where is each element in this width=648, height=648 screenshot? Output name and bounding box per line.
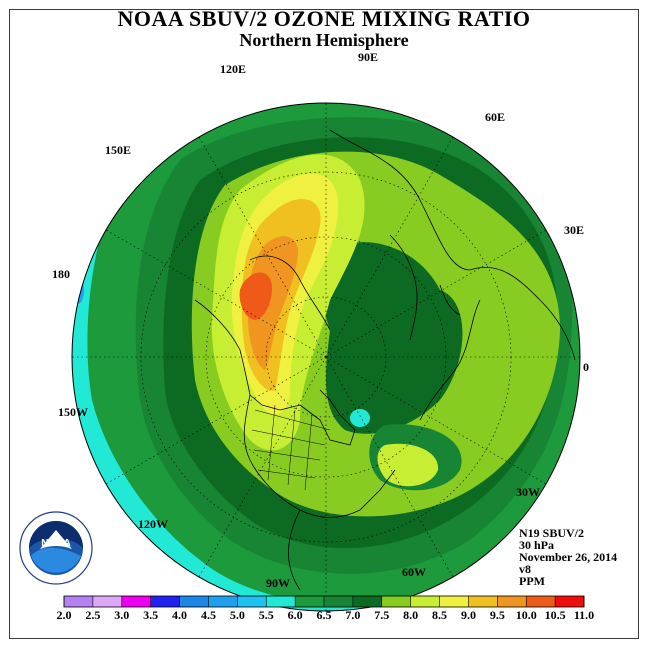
color-bar-segment — [237, 596, 267, 607]
lon-label-150e: 150E — [105, 143, 132, 157]
lon-label-60e: 60E — [485, 110, 506, 124]
color-bar-segment — [381, 596, 411, 607]
spot-cyan-sw — [350, 409, 370, 427]
date-label: November 26, 2014 — [519, 550, 618, 564]
lon-label-90e: 90E — [358, 50, 379, 64]
color-bar-segment — [179, 596, 209, 607]
pool-atlantic — [320, 242, 463, 434]
color-bar-tick-label: 3.5 — [143, 608, 159, 622]
lon-label-150w: 150W — [58, 405, 88, 419]
figure-border — [9, 9, 639, 639]
lon-label-30e: 30E — [564, 223, 585, 237]
version-label: v8 — [519, 562, 531, 576]
logo-text: NOAA — [41, 538, 70, 549]
color-bar-tick-label: 11.0 — [573, 608, 595, 622]
color-bar-tick-label: 10.5 — [544, 608, 566, 622]
color-bar-segment — [526, 596, 556, 607]
lon-label-0: 0 — [583, 360, 589, 374]
color-bar-tick-label: 2.5 — [85, 608, 101, 622]
color-bar-tick-label: 10.0 — [515, 608, 537, 622]
spot-cyan-n — [385, 80, 435, 100]
color-bar-tick-label: 9.0 — [460, 608, 476, 622]
color-bar-segment — [295, 596, 325, 607]
color-bar-tick-label: 7.5 — [374, 608, 390, 622]
color-bar-segment — [150, 596, 180, 607]
color-bar-segment — [352, 596, 383, 607]
color-bar — [63, 595, 585, 608]
graticule — [72, 103, 580, 611]
map-outline — [71, 102, 581, 612]
color-bar-tick-label: 8.0 — [403, 608, 419, 622]
lon-label-180: 180 — [52, 267, 70, 281]
ozone-field — [72, 80, 580, 611]
color-bar-tick-label: 6.0 — [287, 608, 303, 622]
color-bar-tick-label: 5.5 — [258, 608, 274, 622]
color-bar-segment — [324, 596, 354, 607]
units-label: PPM — [519, 574, 545, 588]
state-boundaries — [251, 404, 331, 491]
color-bar-tick-label: 8.5 — [432, 608, 448, 622]
band-10-0 — [239, 272, 272, 320]
lon-label-90w: 90W — [266, 576, 290, 590]
lon-label-60w: 60W — [402, 565, 426, 579]
lon-label-30w: 30W — [516, 485, 540, 499]
instrument-label: N19 SBUV/2 — [519, 526, 585, 540]
plot-info: N19 SBUV/2 30 hPa November 26, 2014 v8 P… — [519, 527, 617, 587]
page-subtitle: Northern Hemisphere — [239, 30, 409, 50]
color-bar-segment — [121, 596, 151, 607]
color-bar-segment — [266, 596, 296, 607]
color-bar-tick-label: 7.0 — [345, 608, 361, 622]
pressure-level-label: 30 hPa — [519, 538, 555, 552]
color-bar-segment — [92, 596, 123, 607]
coastlines — [194, 129, 576, 591]
color-bar-segment — [410, 596, 440, 607]
color-bar-segment — [468, 596, 498, 607]
color-bar-tick-label: 4.0 — [172, 608, 188, 622]
color-bar-tick-label: 4.5 — [200, 608, 216, 622]
color-bar-tick-label: 3.0 — [114, 608, 130, 622]
spot-blue-w — [72, 276, 84, 304]
lon-label-120w: 120W — [138, 517, 168, 531]
noaa-logo: NOAA — [19, 511, 93, 585]
page-title: NOAA SBUV/2 OZONE MIXING RATIO — [117, 6, 531, 31]
color-bar-labels: 2.0 2.5 3.0 3.5 4.0 4.5 5.0 5.5 6.0 6.5 7.0 7.5 8.0 8… — [0, 608, 648, 622]
color-bar-segment — [208, 596, 238, 607]
color-bar-tick-label: 9.5 — [489, 608, 505, 622]
patch-8-0-east — [377, 443, 439, 487]
color-bar-segment — [497, 596, 527, 607]
spot-cyan-ne — [472, 126, 532, 154]
lon-label-120e: 120E — [220, 62, 247, 76]
band-9-5 — [247, 236, 299, 370]
color-bar-segment — [439, 596, 469, 607]
color-bar-tick-label: 2.0 — [56, 608, 72, 622]
color-bar-tick-label: 6.5 — [316, 608, 332, 622]
color-bar-segment — [555, 596, 585, 607]
color-bar-segment — [64, 596, 94, 607]
color-bar-tick-label: 5.0 — [229, 608, 245, 622]
